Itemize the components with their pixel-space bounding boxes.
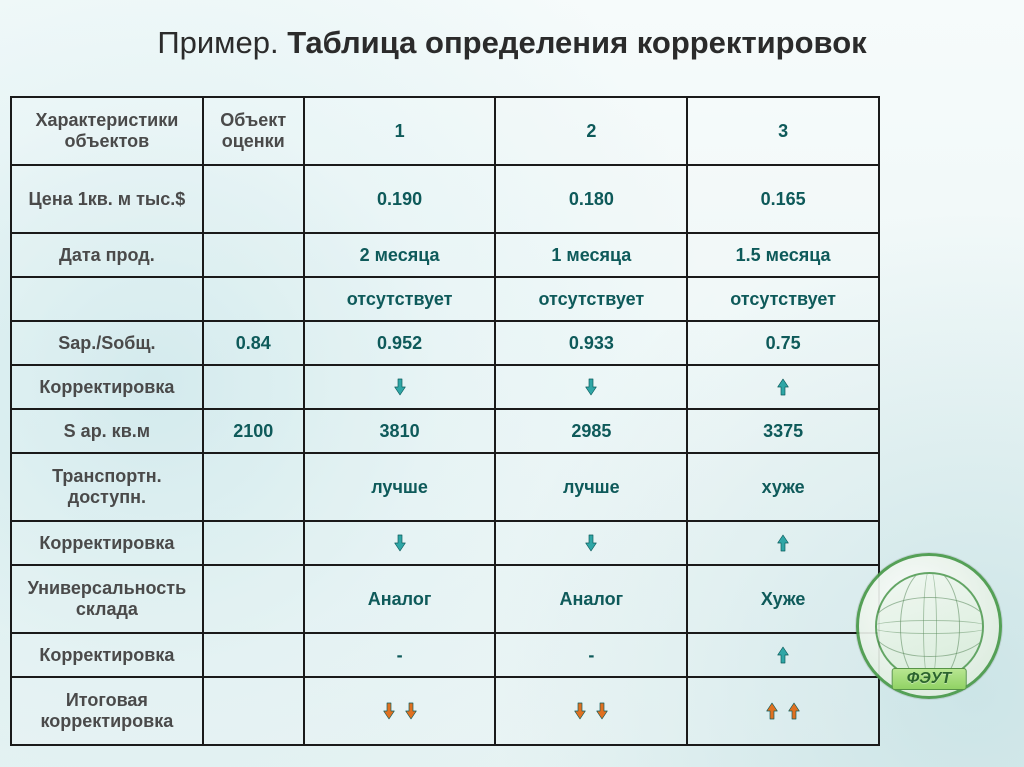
row-transport-label: Транспортн. доступн. — [11, 453, 203, 521]
row-date-label: Дата прод. — [11, 233, 203, 277]
row-date-obj — [203, 233, 304, 277]
row-price: Цена 1кв. м тыс.$ 0.190 0.180 0.165 — [11, 165, 879, 233]
row-universal-label: Универсальность склада — [11, 565, 203, 633]
table-header-row: Характеристики объектов Объект оценки 1 … — [11, 97, 879, 165]
row-corr2-label: Корректировка — [11, 521, 203, 565]
slide-title: Пример. Таблица определения корректирово… — [0, 0, 1024, 79]
col-header-3: 3 — [687, 97, 879, 165]
row-corr2-c1 — [304, 521, 496, 565]
row-universal-c1: Аналог — [304, 565, 496, 633]
row-corr1-c2 — [495, 365, 687, 409]
col-header-characteristics: Характеристики объектов — [11, 97, 203, 165]
row-sap-c3: 0.75 — [687, 321, 879, 365]
row-sarea-c3: 3375 — [687, 409, 879, 453]
row-sap-obj: 0.84 — [203, 321, 304, 365]
row-universal-c2: Аналог — [495, 565, 687, 633]
row-corr3-c1: - — [304, 633, 496, 677]
row-absent-label — [11, 277, 203, 321]
row-transport-c1: лучше — [304, 453, 496, 521]
row-final-c2 — [495, 677, 687, 745]
logo-label: ФЭУТ — [892, 668, 967, 690]
row-final-obj — [203, 677, 304, 745]
row-price-c1: 0.190 — [304, 165, 496, 233]
row-final-c3 — [687, 677, 879, 745]
row-date-c1: 2 месяца — [304, 233, 496, 277]
logo-badge: ФЭУТ — [856, 553, 1002, 699]
row-absent-c3: отсутствует — [687, 277, 879, 321]
col-header-1: 1 — [304, 97, 496, 165]
row-transport-c2: лучше — [495, 453, 687, 521]
row-sarea-label: S ар. кв.м — [11, 409, 203, 453]
row-universal: Универсальность склада Аналог Аналог Хуж… — [11, 565, 879, 633]
row-absent-c1: отсутствует — [304, 277, 496, 321]
row-corr3: Корректировка - - — [11, 633, 879, 677]
title-main: Таблица определения корректировок — [287, 25, 866, 60]
row-sarea-c1: 3810 — [304, 409, 496, 453]
row-absent: отсутствует отсутствует отсутствует — [11, 277, 879, 321]
row-transport-c3: хуже — [687, 453, 879, 521]
row-final: Итоговая корректировка — [11, 677, 879, 745]
row-final-c1 — [304, 677, 496, 745]
row-corr2-obj — [203, 521, 304, 565]
row-final-label: Итоговая корректировка — [11, 677, 203, 745]
row-price-label: Цена 1кв. м тыс.$ — [11, 165, 203, 233]
row-corr1-c1 — [304, 365, 496, 409]
row-sarea: S ар. кв.м 2100 3810 2985 3375 — [11, 409, 879, 453]
row-sap: Sар./Sобщ. 0.84 0.952 0.933 0.75 — [11, 321, 879, 365]
row-price-c2: 0.180 — [495, 165, 687, 233]
row-corr2-c3 — [687, 521, 879, 565]
row-corr3-obj — [203, 633, 304, 677]
row-sarea-c2: 2985 — [495, 409, 687, 453]
slide-container: Пример. Таблица определения корректирово… — [0, 0, 1024, 767]
row-price-c3: 0.165 — [687, 165, 879, 233]
row-corr1-obj — [203, 365, 304, 409]
row-absent-obj — [203, 277, 304, 321]
row-transport: Транспортн. доступн. лучше лучше хуже — [11, 453, 879, 521]
col-header-2: 2 — [495, 97, 687, 165]
row-sap-c1: 0.952 — [304, 321, 496, 365]
row-sap-c2: 0.933 — [495, 321, 687, 365]
row-corr3-c3 — [687, 633, 879, 677]
row-corr1-label: Корректировка — [11, 365, 203, 409]
row-universal-c3: Хуже — [687, 565, 879, 633]
row-absent-c2: отсутствует — [495, 277, 687, 321]
row-date: Дата прод. 2 месяца 1 месяца 1.5 месяца — [11, 233, 879, 277]
row-corr1: Корректировка — [11, 365, 879, 409]
row-sap-label: Sар./Sобщ. — [11, 321, 203, 365]
row-universal-obj — [203, 565, 304, 633]
row-corr2-c2 — [495, 521, 687, 565]
col-header-object: Объект оценки — [203, 97, 304, 165]
corrections-table: Характеристики объектов Объект оценки 1 … — [10, 96, 880, 746]
row-date-c2: 1 месяца — [495, 233, 687, 277]
row-sarea-obj: 2100 — [203, 409, 304, 453]
row-date-c3: 1.5 месяца — [687, 233, 879, 277]
row-corr3-label: Корректировка — [11, 633, 203, 677]
row-corr3-c2: - — [495, 633, 687, 677]
title-prefix: Пример. — [157, 25, 287, 60]
globe-icon — [875, 572, 984, 681]
row-transport-obj — [203, 453, 304, 521]
row-corr2: Корректировка — [11, 521, 879, 565]
row-price-obj — [203, 165, 304, 233]
row-corr1-c3 — [687, 365, 879, 409]
